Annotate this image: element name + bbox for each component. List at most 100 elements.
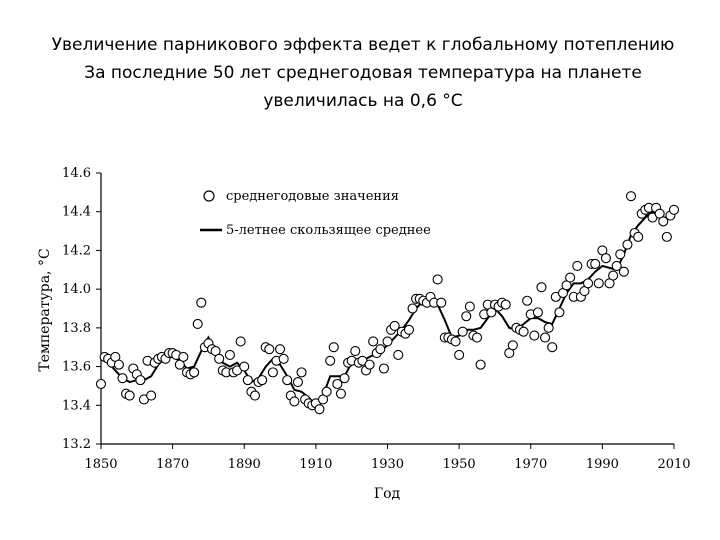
data-point — [282, 375, 293, 386]
data-point — [600, 253, 612, 264]
data-point — [572, 260, 583, 271]
x-tick-label: 1970 — [514, 457, 547, 472]
data-point — [364, 359, 375, 370]
data-point — [325, 355, 336, 366]
x-tick-label: 1850 — [84, 457, 117, 472]
data-point — [590, 258, 601, 270]
data-point — [625, 191, 637, 202]
data-point — [235, 336, 246, 347]
data-point — [464, 301, 475, 312]
data-point — [289, 396, 300, 407]
data-point — [461, 311, 472, 322]
data-point — [335, 388, 346, 399]
x-tick-label: 1910 — [299, 457, 332, 472]
x-axis-label: Год — [374, 486, 401, 502]
data-point — [432, 274, 443, 285]
data-point — [368, 336, 379, 347]
data-point — [529, 330, 540, 341]
data-point — [117, 373, 128, 384]
data-point — [582, 278, 594, 289]
data-point — [475, 359, 486, 370]
x-tick-label: 1890 — [228, 457, 261, 472]
data-point — [296, 367, 307, 378]
data-point — [249, 390, 261, 401]
data-point — [518, 326, 529, 337]
legend-swatch — [203, 190, 215, 202]
title-line: Увеличение парникового эффекта ведет к г… — [52, 35, 675, 55]
data-point — [264, 344, 275, 355]
data-point — [658, 216, 669, 227]
data-point — [321, 386, 332, 397]
data-point — [196, 297, 207, 308]
data-point — [189, 367, 200, 378]
y-tick-label: 14.6 — [62, 166, 91, 181]
title-line: увеличилась на 0,6 °C — [263, 91, 462, 111]
y-tick-label: 13.6 — [62, 360, 91, 375]
data-point — [339, 373, 350, 384]
data-point — [436, 297, 447, 308]
data-point — [375, 344, 386, 355]
data-point — [471, 332, 483, 343]
data-point — [192, 318, 203, 330]
y-tick-label: 13.4 — [62, 398, 91, 413]
y-tick-label: 14.4 — [62, 205, 91, 220]
legend-label: 5-летнее скользящее среднее — [226, 223, 431, 238]
data-point — [382, 336, 393, 347]
data-point — [214, 353, 225, 364]
data-point — [547, 342, 558, 353]
data-point — [633, 231, 644, 242]
data-point — [328, 342, 339, 353]
data-point — [611, 260, 622, 271]
data-point — [275, 344, 286, 355]
x-tick-label: 1930 — [371, 457, 404, 472]
legend-label: среднегодовые значения — [226, 189, 399, 204]
data-point — [389, 320, 400, 331]
data-point — [135, 375, 146, 386]
data-point — [314, 404, 325, 415]
data-point — [146, 390, 157, 401]
y-tick-label: 14.2 — [62, 243, 91, 258]
data-point — [292, 377, 304, 388]
x-tick-label: 1990 — [586, 457, 619, 472]
data-point — [522, 295, 533, 306]
y-axis-label: Температура, °C — [37, 248, 53, 371]
data-point — [593, 278, 604, 289]
data-point — [124, 390, 135, 401]
data-point — [507, 340, 518, 351]
data-point — [403, 324, 415, 335]
data-point — [615, 249, 626, 260]
data-point — [536, 282, 547, 293]
data-point — [393, 349, 404, 361]
data-point — [242, 375, 253, 386]
data-point — [224, 349, 235, 361]
data-point — [332, 378, 343, 390]
data-point — [178, 351, 189, 362]
data-point — [257, 375, 268, 386]
data-point — [500, 299, 511, 310]
title-line: За последние 50 лет среднегодовая темпер… — [84, 63, 642, 83]
data-point — [350, 346, 361, 357]
data-point — [543, 322, 554, 333]
data-point — [113, 359, 124, 370]
data-point — [532, 307, 543, 318]
x-tick-label: 1950 — [443, 457, 476, 472]
data-point — [668, 204, 680, 215]
data-point — [378, 363, 389, 374]
data-point — [565, 272, 576, 283]
data-point — [554, 307, 565, 318]
y-tick-label: 14.0 — [62, 282, 91, 297]
x-tick-label: 1870 — [156, 457, 189, 472]
data-point — [457, 326, 468, 337]
x-tick-label: 2010 — [657, 457, 690, 472]
data-point — [95, 378, 107, 390]
data-point — [239, 361, 250, 372]
data-point — [450, 336, 461, 347]
data-point — [608, 270, 619, 281]
data-point — [540, 332, 551, 343]
y-tick-label: 13.8 — [62, 321, 91, 336]
data-point — [661, 231, 672, 242]
data-point — [454, 349, 465, 361]
data-point — [278, 353, 289, 364]
y-tick-label: 13.2 — [62, 437, 91, 452]
